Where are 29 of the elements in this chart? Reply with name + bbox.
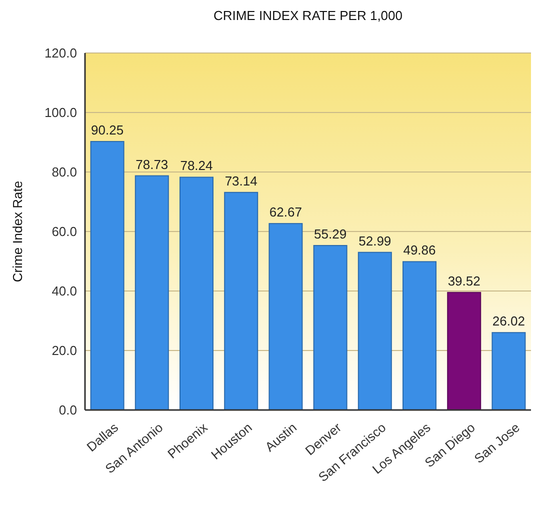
y-axis-title: Crime Index Rate: [10, 180, 25, 282]
data-label: 73.14: [224, 173, 258, 188]
data-label: 78.73: [136, 156, 168, 172]
y-tick-label: 40.0: [52, 284, 77, 299]
bar: [313, 245, 348, 410]
y-tick-label: 60.0: [52, 224, 77, 240]
data-label: 90.25: [91, 122, 124, 138]
y-tick-label: 100.0: [44, 105, 77, 120]
bar: [447, 292, 482, 410]
y-tick-label: 120.0: [44, 46, 77, 61]
bar: [268, 223, 303, 410]
data-label: 52.99: [358, 233, 392, 248]
bar: [90, 141, 124, 410]
bar: [358, 252, 392, 410]
data-label: 39.52: [448, 273, 480, 288]
chart-title: CRIME INDEX RATE PER 1,000: [213, 8, 403, 23]
bar: [224, 192, 258, 410]
bar: [134, 175, 169, 410]
y-tick-label: 80.0: [52, 164, 77, 180]
data-label: 62.67: [269, 204, 302, 220]
bar: [402, 261, 436, 410]
y-tick-label: 20.0: [52, 343, 77, 358]
y-tick-label: 0.0: [58, 402, 77, 418]
data-label: 49.86: [403, 242, 436, 258]
bar: [180, 176, 214, 410]
data-label: 26.02: [492, 314, 525, 329]
data-label: 78.24: [180, 158, 213, 174]
bar: [492, 332, 526, 410]
data-label: 55.29: [314, 226, 347, 242]
